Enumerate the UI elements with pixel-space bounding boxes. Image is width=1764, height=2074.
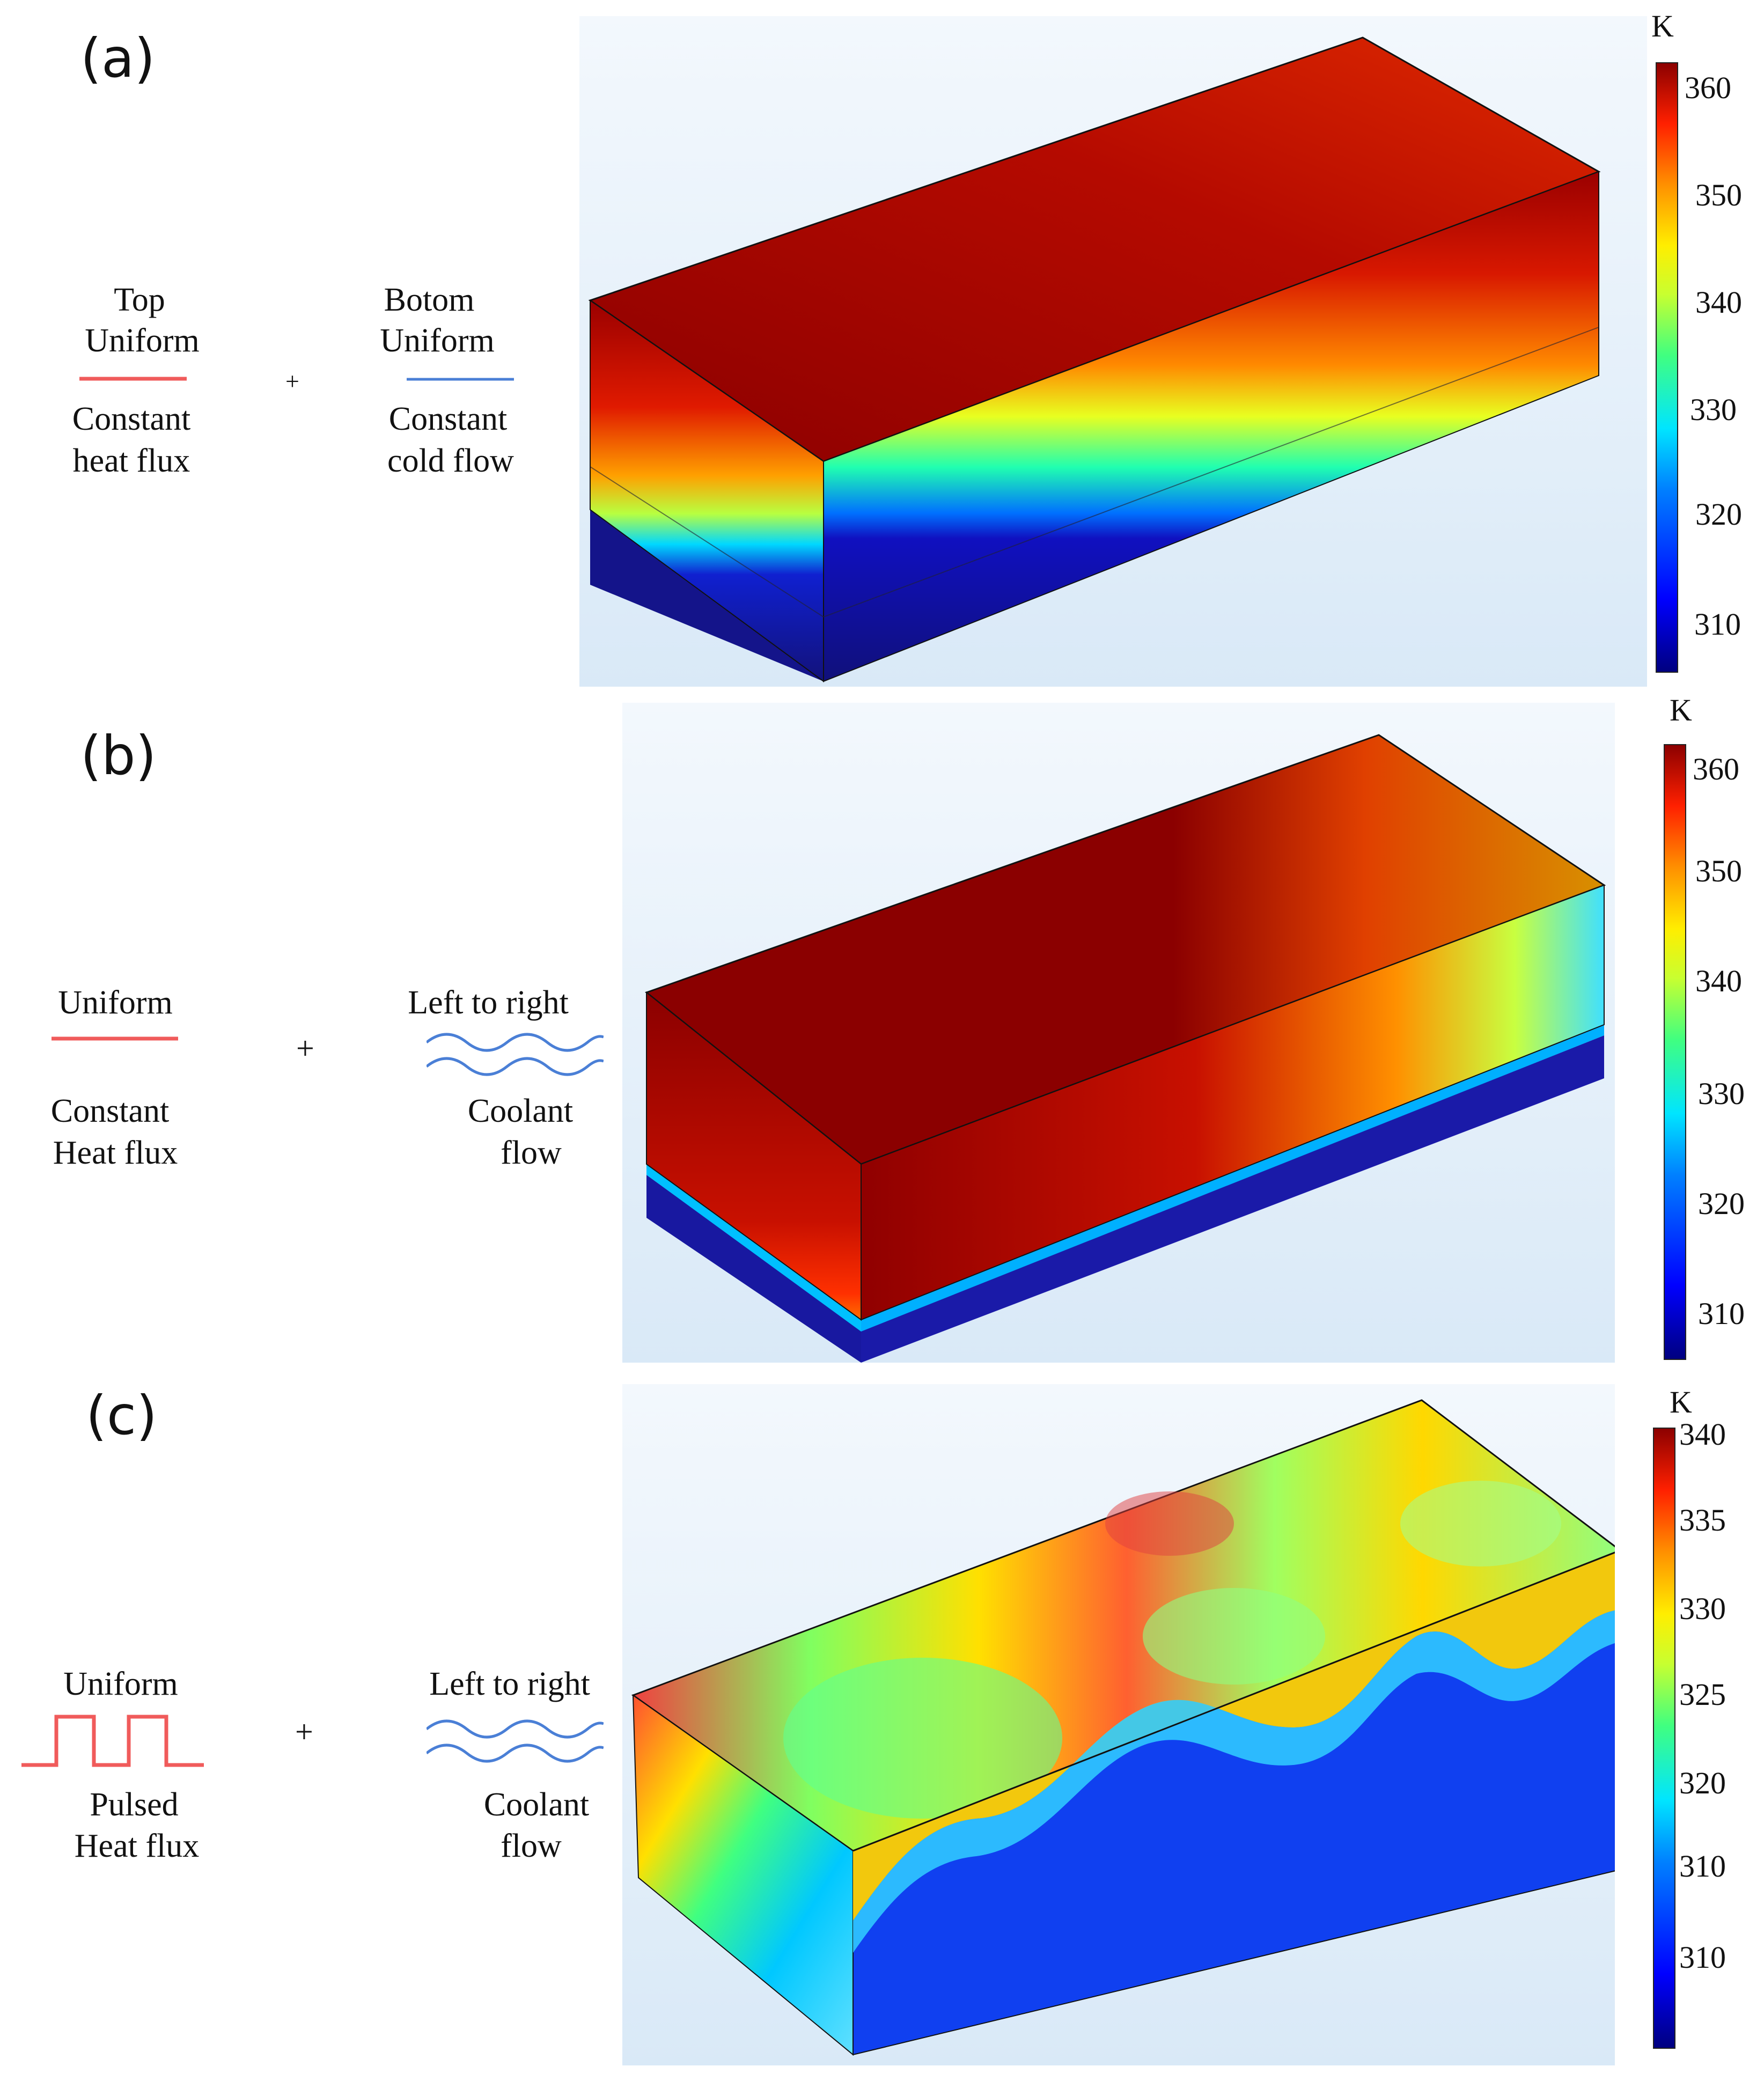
- panel-label: (b): [80, 724, 157, 787]
- colorbar-unit: K: [1670, 693, 1692, 727]
- left-caption-line-1: Uniform: [58, 984, 173, 1021]
- colorbar-tick: 310: [1679, 1940, 1726, 1975]
- left-caption-line-2: Pulsed: [90, 1786, 179, 1823]
- colorbar-tick: 330: [1698, 1076, 1745, 1111]
- colorbar: [1656, 62, 1678, 673]
- colorbar-tick: 350: [1695, 178, 1742, 212]
- left-caption-line-2: Constant: [50, 1093, 170, 1129]
- plus-sign: +: [285, 367, 299, 395]
- right-caption-line-1: Botom: [384, 282, 475, 318]
- right-caption-line-2: Uniform: [380, 322, 495, 359]
- colorbar-tick: 360: [1685, 70, 1731, 105]
- right-caption-line-1: Left to right: [429, 1666, 590, 1702]
- colorbar-tick: 310: [1694, 607, 1741, 642]
- right-caption-line-2: Coolant: [467, 1093, 574, 1129]
- heat-line-icon: [52, 1036, 178, 1041]
- panel-b: (b) Uniform Constant Heat flux + Left to…: [0, 692, 1764, 1373]
- colorbar-tick: 320: [1698, 1186, 1745, 1221]
- right-caption-line-3: flow: [501, 1135, 562, 1171]
- colorbar-tick: 360: [1693, 752, 1739, 786]
- colorbar: [1664, 744, 1686, 1360]
- cold-line-icon: [407, 378, 514, 381]
- colorbar-tick: 310: [1698, 1296, 1745, 1331]
- left-caption-line-3: Constant: [72, 401, 191, 437]
- left-caption-line-3: Heat flux: [74, 1828, 200, 1864]
- left-caption-line-2: Uniform: [85, 322, 200, 359]
- right-caption-line-3: Constant: [388, 401, 508, 437]
- panel-a: (a) Top Uniform Constant heat flux + Bot…: [0, 0, 1764, 692]
- colorbar-tick: 335: [1679, 1503, 1726, 1538]
- panel-label: (c): [86, 1384, 158, 1447]
- pulse-icon: [21, 1715, 204, 1767]
- heat-line-icon: [79, 377, 187, 381]
- left-caption-line-4: heat flux: [72, 443, 190, 479]
- colorbar-tick: 320: [1679, 1766, 1726, 1800]
- temperature-field-b: [622, 703, 1615, 1363]
- right-caption-line-4: cold flow: [387, 443, 514, 479]
- colorbar-tick: 340: [1695, 964, 1742, 998]
- coolant-wave-icon: [427, 1033, 604, 1076]
- colorbar-unit: K: [1651, 9, 1674, 43]
- colorbar-tick: 330: [1690, 392, 1737, 427]
- colorbar-tick: 325: [1679, 1677, 1726, 1712]
- colorbar-unit: K: [1670, 1385, 1692, 1420]
- panel-c: (c) Uniform Pulsed Heat flux + Left to r…: [0, 1373, 1764, 2074]
- panel-label: (a): [80, 27, 156, 90]
- right-caption-line-1: Left to right: [408, 984, 569, 1021]
- left-caption-line-1: Top: [114, 282, 165, 318]
- right-caption-line-2: Coolant: [483, 1786, 590, 1823]
- plus-sign: +: [295, 1714, 313, 1749]
- colorbar-tick: 320: [1695, 497, 1742, 532]
- temperature-field-c: [622, 1384, 1615, 2065]
- colorbar-tick: 350: [1695, 854, 1742, 888]
- colorbar-tick: 330: [1679, 1591, 1726, 1626]
- left-caption-line-1: Uniform: [63, 1666, 178, 1702]
- colorbar: [1653, 1428, 1675, 2049]
- right-caption-line-3: flow: [501, 1828, 562, 1864]
- colorbar-tick: 340: [1695, 285, 1742, 320]
- coolant-wave-icon: [427, 1719, 604, 1763]
- plus-sign: +: [296, 1031, 314, 1066]
- colorbar-tick: 340: [1679, 1417, 1726, 1452]
- temperature-field-a: [579, 16, 1647, 687]
- left-caption-line-3: Heat flux: [53, 1135, 178, 1171]
- colorbar-tick: 310: [1679, 1849, 1726, 1884]
